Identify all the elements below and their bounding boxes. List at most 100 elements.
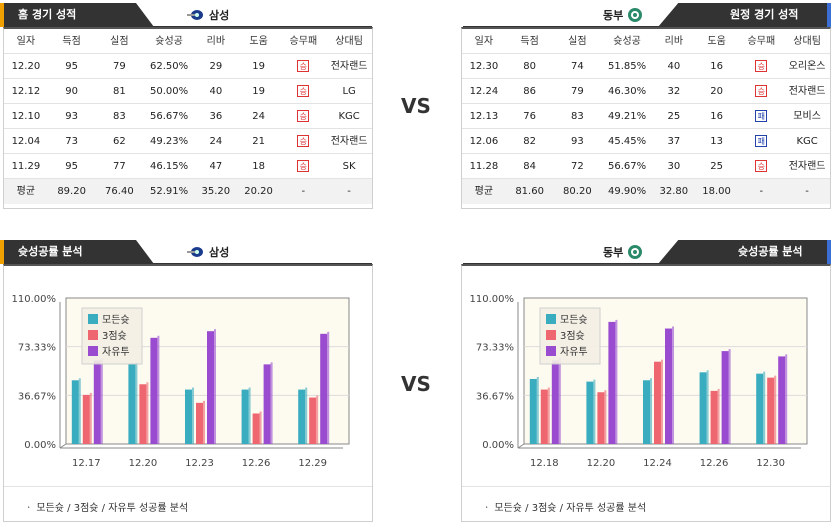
x-tick-label: 12.30	[756, 458, 785, 469]
column-header: 리바	[664, 36, 684, 47]
table-header: 일자 득점 실점 슛성공 리바 도움 승무패 상대팀	[462, 29, 830, 54]
vs_team-cell[interactable]: SK	[342, 161, 356, 172]
away-record-table: 일자 득점 실점 슛성공 리바 도움 승무패 상대팀 12.30 80 74 51.85% 40 16 승 오…	[461, 27, 831, 209]
table-header: 일자 득점 실점 슛성공 리바 도움 승무패 상대팀	[4, 29, 372, 54]
home-record-header: 홈 경기 성적 삼성	[0, 3, 372, 27]
avg-ast: 18.00	[702, 186, 731, 197]
reb-cell: 40	[667, 61, 681, 72]
date-cell: 12.30	[469, 61, 499, 72]
header-underline	[150, 26, 372, 27]
bar-자유투	[721, 349, 731, 444]
result-cell: 승	[280, 154, 326, 178]
win-badge: 승	[297, 135, 310, 147]
away-chart-header: 동부 슛성공률 분석	[463, 240, 835, 264]
bar-자유투	[320, 331, 330, 444]
opp-cell: 72	[571, 161, 584, 172]
result-cell: 패	[738, 104, 784, 128]
vs_team-cell[interactable]: 전자랜드	[330, 61, 368, 72]
average-row: 평균 81.60 80.20 49.90% 32.80 18.00 - -	[462, 179, 830, 204]
y-tick-label: 73.33%	[476, 343, 514, 354]
legend-swatch	[546, 330, 556, 340]
y-tick-label: 0.00%	[482, 440, 514, 451]
date-cell: 12.04	[11, 136, 41, 147]
away-chart-title: 슛성공률 분석	[658, 240, 827, 264]
table-row: 12.20 95 79 62.50% 29 19 승 전자랜드	[4, 54, 372, 79]
dongbu-logo-icon	[628, 8, 643, 22]
vs_team-cell[interactable]: 전자랜드	[330, 136, 368, 147]
column-header: 득점	[520, 36, 539, 47]
vs_team-cell[interactable]: KGC	[338, 111, 360, 122]
legend-label: 자유투	[560, 346, 588, 358]
vs_team-cell[interactable]: 전자랜드	[788, 86, 826, 97]
vs_team-cell[interactable]: KGC	[796, 136, 818, 147]
win-badge: 승	[297, 60, 310, 72]
column-header: 도움	[249, 36, 268, 47]
pts-cell: 84	[523, 161, 536, 172]
legend-swatch	[88, 314, 98, 324]
fg-cell: 50.00%	[150, 86, 189, 97]
bar-자유투	[665, 326, 674, 444]
x-tick-label: 12.26	[242, 458, 271, 469]
dongbu-logo-icon	[628, 245, 643, 259]
vs-label-top: VS	[401, 94, 431, 118]
win-badge: 승	[755, 60, 768, 72]
win-badge: 승	[755, 85, 768, 97]
date-cell: 12.13	[469, 111, 499, 122]
column-header: 득점	[62, 36, 81, 47]
table-row: 11.29 95 77 46.15% 47 18 승 SK	[4, 154, 372, 179]
plot-edge	[59, 443, 67, 449]
fg-cell: 62.50%	[150, 61, 189, 72]
fg-cell: 56.67%	[150, 111, 189, 122]
x-tick-label: 12.17	[72, 458, 101, 469]
vs_team-cell[interactable]: LG	[342, 86, 356, 97]
vs_team-cell[interactable]: 오리온스	[788, 61, 826, 72]
win-badge: 승	[297, 160, 310, 172]
legend-label: 모든슛	[102, 314, 130, 326]
legend-label: 자유투	[102, 346, 130, 358]
column-header: 실점	[110, 36, 129, 47]
bar-모든슛	[241, 387, 251, 444]
bar-3점슛	[710, 388, 720, 444]
average-row: 평균 89.20 76.40 52.91% 35.20 20.20 - -	[4, 179, 372, 204]
away-team-label: 동부	[603, 7, 643, 23]
x-tick-label: 12.29	[298, 458, 327, 469]
header-underline	[150, 263, 372, 264]
fg-cell: 46.30%	[608, 86, 647, 97]
y-tick-label: 73.33%	[18, 343, 56, 354]
avg-ast: 20.20	[244, 186, 273, 197]
bar-3점슛	[309, 395, 319, 444]
result-cell: 패	[738, 129, 784, 153]
home-chart-footer: ㆍ 모든슛 / 3점슛 / 자유투 성공률 분석	[24, 503, 189, 514]
vs_team-cell[interactable]: 모비스	[793, 111, 821, 122]
y-tick-label: 0.00%	[24, 440, 56, 451]
legend-swatch	[546, 346, 556, 356]
bar-모든슛	[699, 370, 709, 444]
ast-cell: 19	[252, 86, 265, 97]
result-cell: 승	[738, 54, 784, 78]
date-cell: 12.20	[11, 61, 41, 72]
x-tick-label: 12.18	[530, 458, 559, 469]
away-record-title: 원정 경기 성적	[658, 3, 827, 27]
bar-3점슛	[597, 390, 607, 444]
vs_team-cell[interactable]: 전자랜드	[788, 161, 826, 172]
ast-cell: 16	[710, 111, 723, 122]
avg-pts: 81.60	[515, 186, 544, 197]
bar-모든슛	[185, 387, 194, 444]
win-badge: 승	[297, 85, 310, 97]
legend-label: 모든슛	[560, 314, 588, 326]
opp-cell: 83	[571, 111, 584, 122]
bar-자유투	[263, 362, 273, 444]
away-chart-panel: 0.00% 36.67% 73.33% 110.00% 12.18 12.20 12.24 1…	[461, 264, 831, 522]
avg-result: -	[301, 186, 306, 197]
legend-swatch	[88, 330, 98, 340]
bar-자유투	[551, 358, 561, 444]
x-tick-label: 12.26	[700, 458, 729, 469]
table-row: 12.10 93 83 56.67% 36 24 승 KGC	[4, 104, 372, 129]
result-cell: 승	[738, 154, 784, 178]
x-tick-label: 12.20	[587, 458, 616, 469]
column-header: 승무패	[747, 36, 776, 47]
reb-cell: 40	[209, 86, 223, 97]
date-cell: 12.12	[11, 86, 41, 97]
away-shooting-chart: 0.00% 36.67% 73.33% 110.00% 12.18 12.20 12.24 1…	[470, 294, 808, 469]
